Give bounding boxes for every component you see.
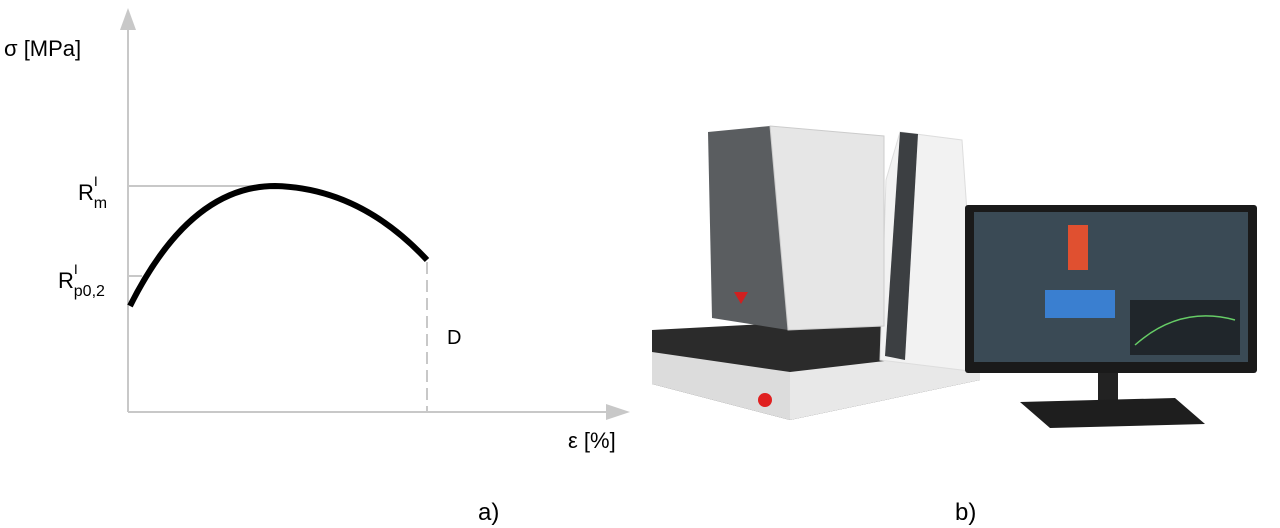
superscript: I: [94, 173, 98, 189]
screen-map: [1045, 290, 1115, 318]
symbol: R: [78, 180, 94, 205]
y-axis-label: σ [MPa]: [4, 36, 81, 61]
head-front: [770, 126, 884, 330]
subscript: p0,2: [74, 283, 105, 300]
stress-strain-curve: [130, 186, 427, 306]
subscript: m: [94, 195, 107, 212]
screen-scale: [1068, 225, 1088, 270]
caption: b): [955, 499, 976, 526]
symbol: R: [58, 268, 74, 293]
y-arrow: [120, 8, 136, 30]
button: [758, 393, 772, 407]
x-axis-label: ε [%]: [568, 428, 616, 453]
end-label: D: [447, 327, 461, 349]
x-arrow: [606, 404, 630, 420]
superscript: I: [74, 261, 78, 277]
screen-plot: [1130, 300, 1240, 355]
panel-b: b): [630, 120, 1280, 526]
figure: σ [MPa] ε [%] RIm RIp0,2 D a) b): [0, 0, 1280, 528]
caption: a): [478, 499, 499, 526]
monitor-foot: [1020, 398, 1205, 428]
